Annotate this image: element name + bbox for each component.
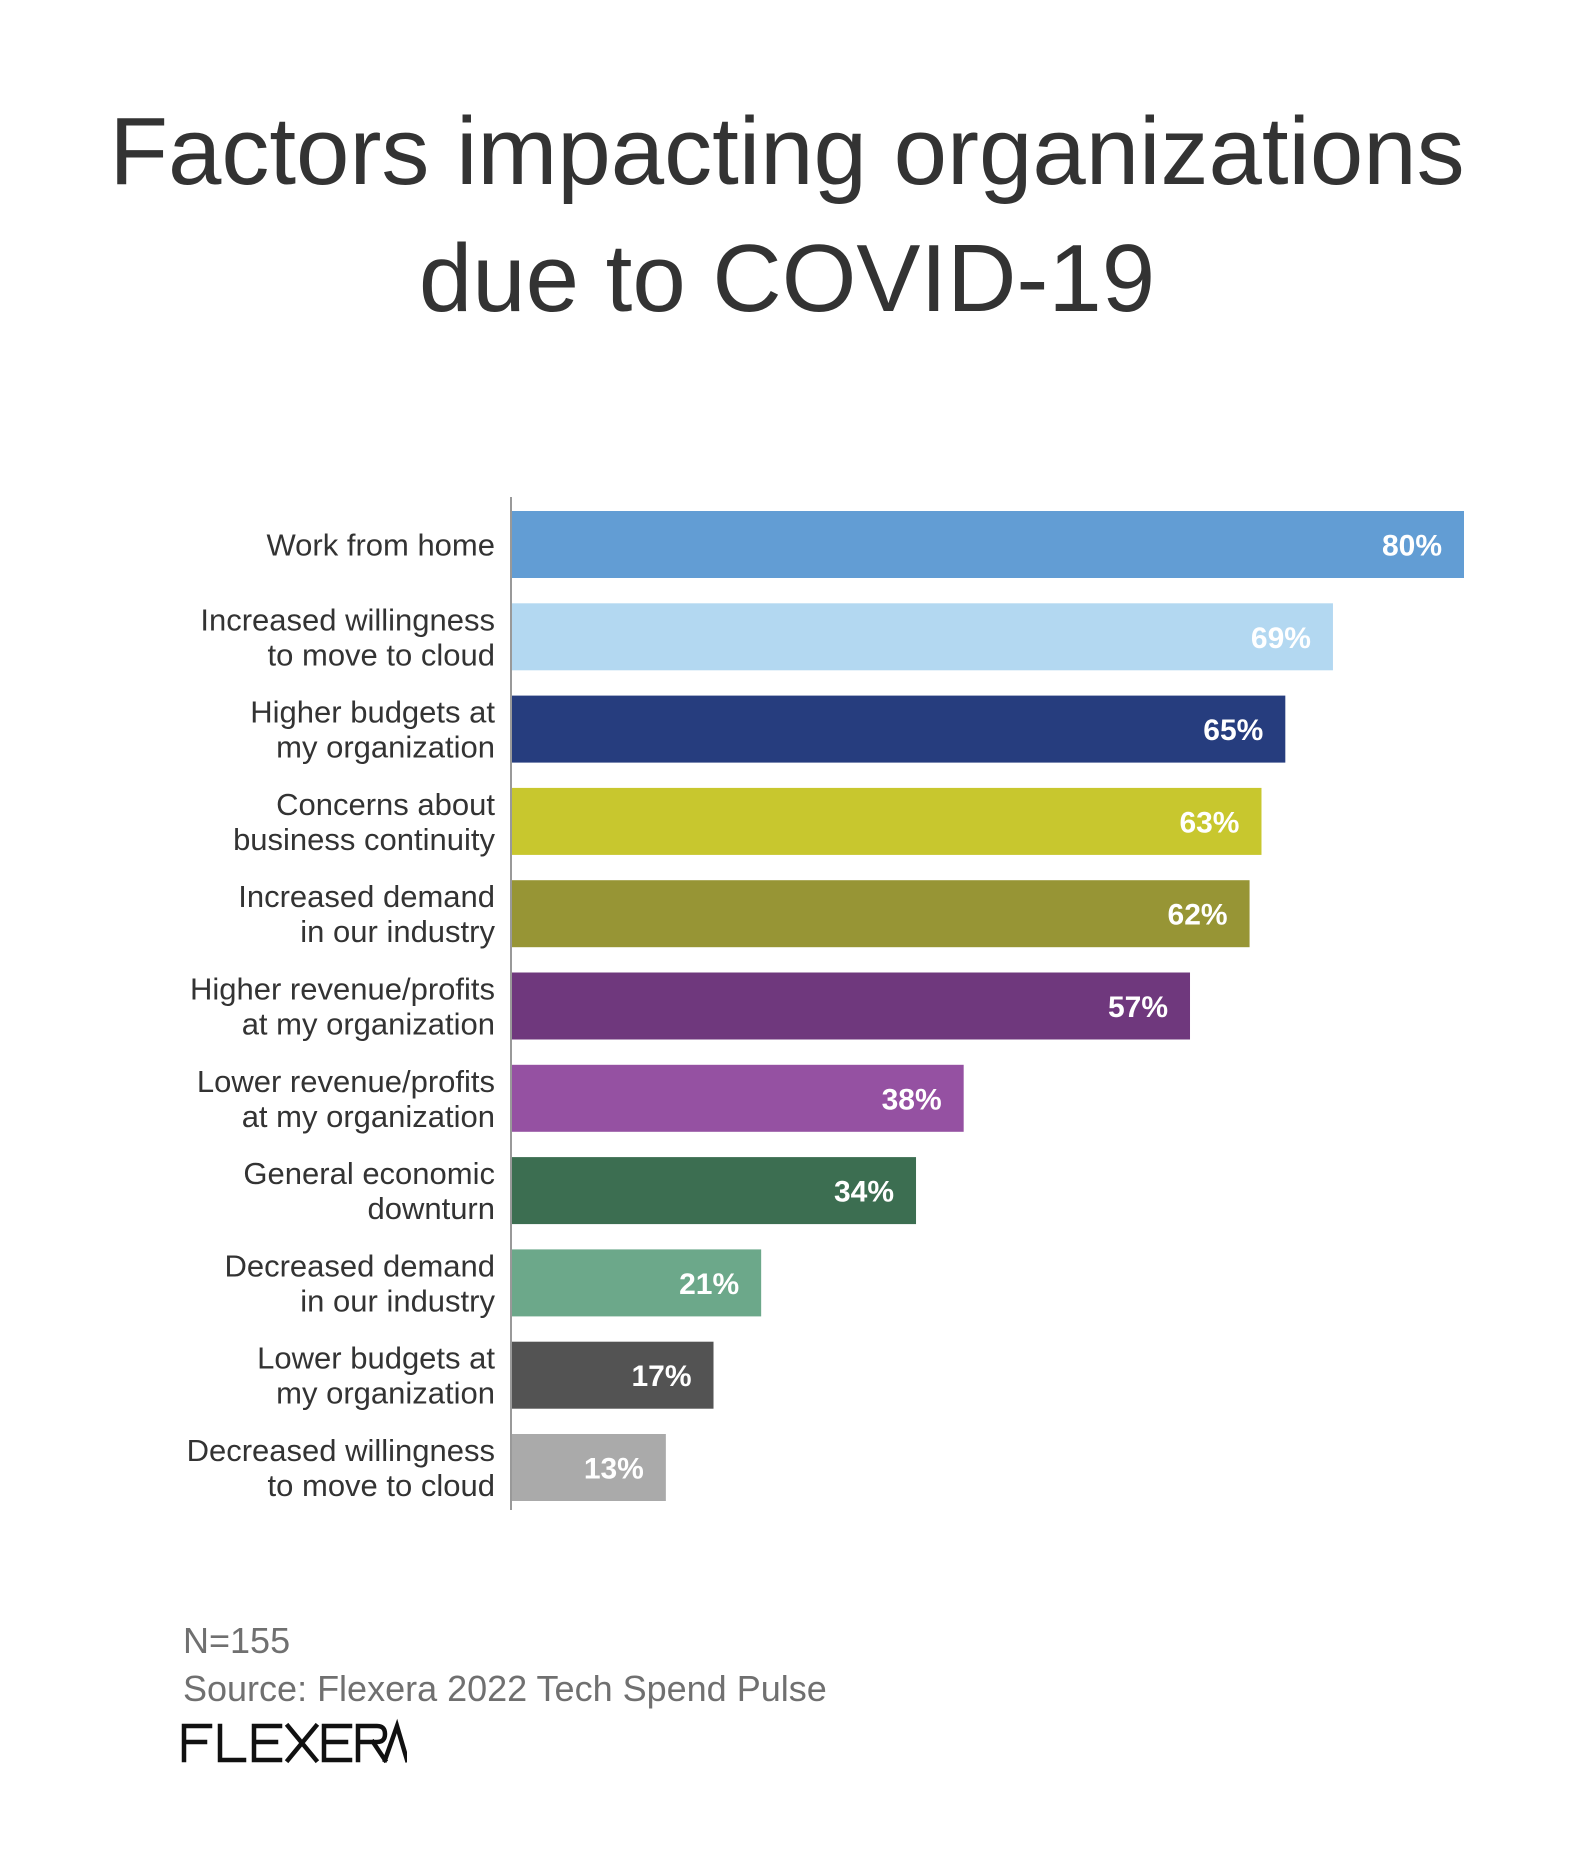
- bar-chart: 80% Work from home 69% Increased willingnes…: [187, 497, 1464, 1510]
- category-label: Concerns about: [276, 787, 495, 822]
- chart-title-line-2: due to COVID-19: [418, 225, 1156, 332]
- bar: [512, 695, 1286, 763]
- flexera-logo: [181, 1718, 407, 1764]
- bar: [512, 1157, 917, 1225]
- bar-value-label: 62%: [1168, 899, 1228, 932]
- bar-value-label: 21%: [679, 1268, 739, 1301]
- category-label: in our industry: [300, 1283, 495, 1318]
- category-label: Increased demand: [238, 879, 495, 914]
- category-label: Increased willingness: [200, 602, 495, 637]
- bar-value-label: 69%: [1251, 622, 1311, 655]
- bar: [512, 1249, 762, 1317]
- bar-value-label: 38%: [882, 1083, 942, 1116]
- category-label: at my organization: [242, 1007, 495, 1042]
- bar: [512, 1434, 666, 1501]
- source-note: Source: Flexera 2022 Tech Spend Pulse: [183, 1668, 827, 1709]
- category-label: General economic: [243, 1156, 495, 1191]
- bar: [512, 972, 1191, 1040]
- category-label: Decreased willingness: [187, 1433, 495, 1468]
- category-label: downturn: [367, 1191, 495, 1226]
- category-label: to move to cloud: [268, 1468, 495, 1503]
- category-label: Higher revenue/profits: [190, 972, 495, 1007]
- category-label: my organization: [276, 1376, 495, 1411]
- bar-value-label: 63%: [1179, 806, 1239, 839]
- bar-value-label: 34%: [834, 1176, 894, 1209]
- bar: [512, 787, 1262, 855]
- category-label: at my organization: [242, 1099, 495, 1134]
- category-label: to move to cloud: [268, 637, 495, 672]
- category-label: Higher budgets at: [250, 695, 495, 730]
- chart-title: Factors impacting organizations due to C…: [0, 88, 1574, 342]
- category-label: Decreased demand: [224, 1248, 495, 1283]
- bar: [512, 511, 1464, 578]
- category-label: Lower budgets at: [257, 1341, 495, 1376]
- category-label: my organization: [276, 730, 495, 765]
- bar: [512, 1064, 964, 1132]
- bar: [512, 880, 1250, 948]
- category-label: in our industry: [300, 914, 495, 949]
- bar-value-label: 65%: [1203, 714, 1263, 747]
- bar: [512, 603, 1333, 671]
- sample-size-note: N=155: [183, 1620, 291, 1661]
- category-label: Work from home: [266, 528, 495, 563]
- category-label: business continuity: [233, 822, 495, 857]
- bar-value-label: 17%: [631, 1360, 691, 1393]
- bar-value-label: 13%: [584, 1453, 644, 1486]
- category-label: Lower revenue/profits: [197, 1064, 495, 1099]
- bar: [512, 1341, 714, 1409]
- bar-value-label: 80%: [1382, 530, 1442, 563]
- chart-title-line-1: Factors impacting organizations: [109, 98, 1465, 205]
- bar-value-label: 57%: [1108, 991, 1168, 1024]
